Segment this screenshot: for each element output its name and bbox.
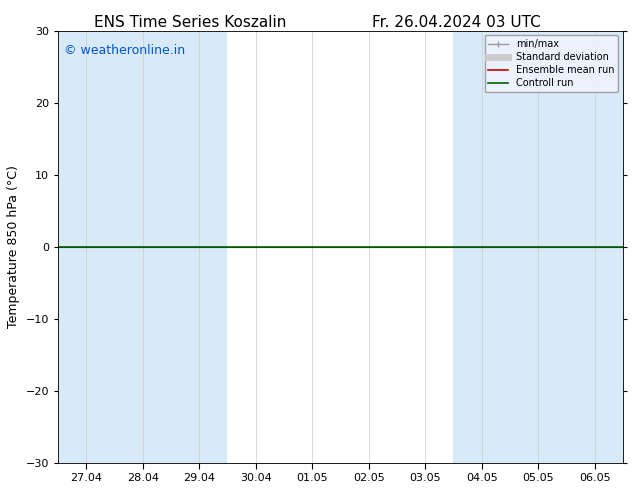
Text: © weatheronline.in: © weatheronline.in bbox=[63, 44, 184, 56]
Legend: min/max, Standard deviation, Ensemble mean run, Controll run: min/max, Standard deviation, Ensemble me… bbox=[484, 35, 618, 92]
Text: ENS Time Series Koszalin: ENS Time Series Koszalin bbox=[94, 15, 287, 30]
Bar bbox=[453, 30, 623, 463]
Text: Fr. 26.04.2024 03 UTC: Fr. 26.04.2024 03 UTC bbox=[372, 15, 541, 30]
Y-axis label: Temperature 850 hPa (°C): Temperature 850 hPa (°C) bbox=[7, 165, 20, 328]
Bar bbox=[58, 30, 228, 463]
